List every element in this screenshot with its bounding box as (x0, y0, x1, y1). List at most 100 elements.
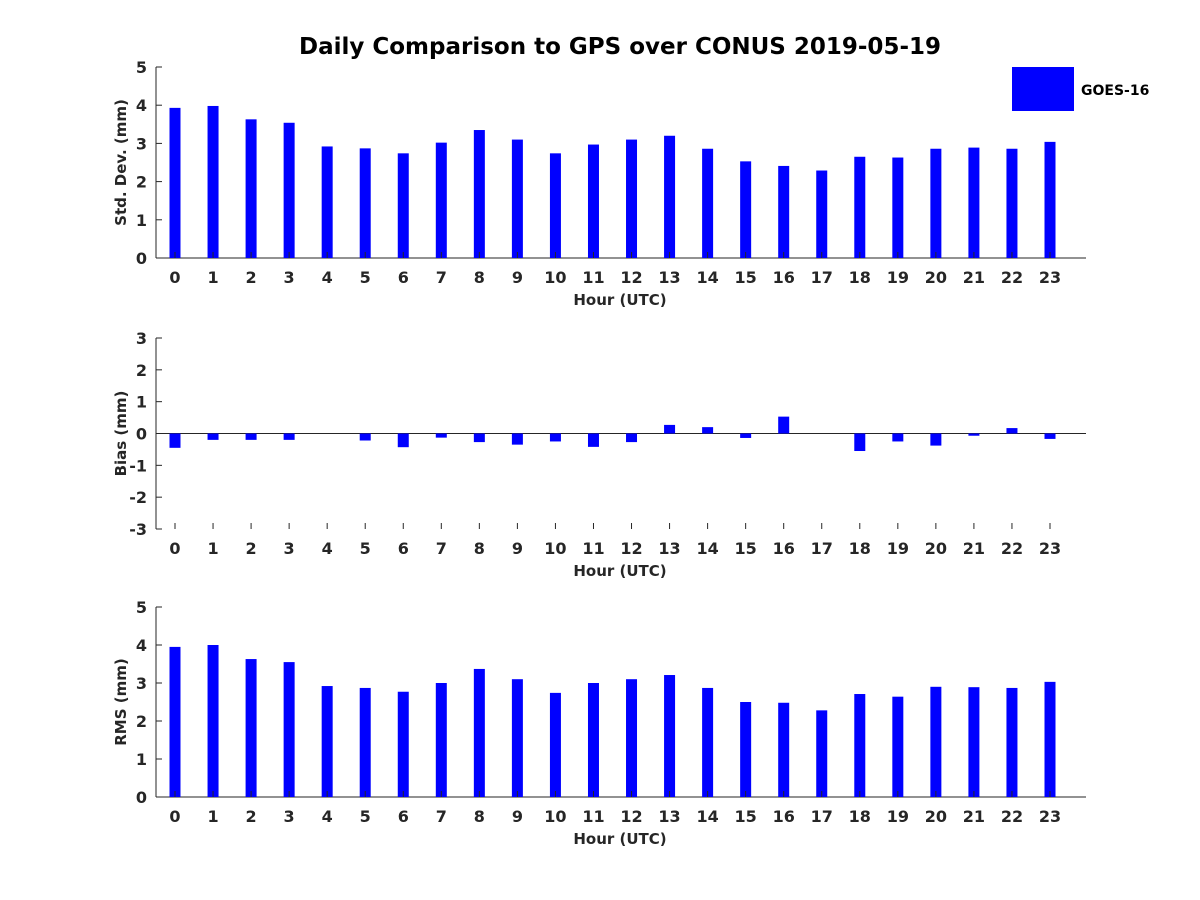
bar-hour-11 (587, 144, 599, 258)
bar-hour-21 (968, 433, 980, 436)
x-axis-label: Hour (UTC) (573, 830, 666, 848)
bar-hour-23 (1044, 433, 1056, 439)
y-axis-label: Std. Dev. (mm) (112, 99, 130, 226)
x-tick-label: 15 (735, 268, 757, 287)
bar-hour-2 (245, 659, 257, 797)
x-tick-label: 16 (773, 268, 795, 287)
x-tick-label: 17 (811, 268, 833, 287)
x-tick-label: 21 (963, 807, 985, 826)
bar-hour-1 (207, 645, 219, 797)
x-axis-label: Hour (UTC) (573, 291, 666, 309)
bar-hour-5 (359, 687, 371, 797)
bar-hour-17 (816, 710, 828, 797)
x-tick-label: 23 (1039, 807, 1061, 826)
bar-hour-0 (169, 433, 181, 448)
bar-hour-3 (283, 433, 295, 440)
x-tick-label: 23 (1039, 539, 1061, 558)
y-tick-label: 5 (136, 598, 147, 617)
bar-hour-15 (740, 161, 752, 258)
y-tick-label: 0 (136, 425, 147, 444)
legend: GOES-16 (1012, 67, 1149, 111)
x-tick-label: 20 (925, 807, 947, 826)
bar-hour-0 (169, 646, 181, 797)
x-tick-label: 0 (169, 268, 180, 287)
y-tick-label: 3 (136, 674, 147, 693)
bar-hour-5 (359, 433, 371, 441)
bar-hour-23 (1044, 681, 1056, 797)
x-tick-label: 8 (474, 268, 485, 287)
bar-hour-13 (664, 675, 676, 797)
x-axis-label: Hour (UTC) (573, 562, 666, 580)
chart-title: Daily Comparison to GPS over CONUS 2019-… (299, 34, 941, 60)
x-tick-label: 21 (963, 539, 985, 558)
x-tick-label: 13 (658, 268, 680, 287)
y-tick-label: 4 (136, 96, 147, 115)
bar-hour-14 (702, 687, 714, 797)
x-tick-label: 5 (360, 807, 371, 826)
x-tick-label: 11 (582, 539, 604, 558)
x-tick-label: 19 (887, 807, 909, 826)
bar-hour-12 (626, 139, 638, 258)
x-tick-label: 18 (849, 268, 871, 287)
x-tick-label: 1 (207, 807, 218, 826)
x-tick-label: 9 (512, 539, 523, 558)
x-tick-label: 10 (544, 539, 566, 558)
x-tick-label: 5 (360, 539, 371, 558)
y-tick-label: -2 (129, 488, 147, 507)
bar-hour-6 (397, 433, 409, 448)
bar-hour-1 (207, 105, 219, 259)
bar-hour-18 (854, 694, 866, 797)
legend-swatch (1012, 67, 1074, 111)
x-tick-label: 15 (735, 539, 757, 558)
x-tick-label: 12 (620, 268, 642, 287)
x-tick-label: 19 (887, 539, 909, 558)
x-tick-label: 15 (735, 807, 757, 826)
x-tick-label: 19 (887, 268, 909, 287)
x-tick-label: 4 (322, 807, 333, 826)
x-tick-label: 12 (620, 807, 642, 826)
x-tick-label: 2 (246, 807, 257, 826)
x-tick-label: 20 (925, 539, 947, 558)
y-axis-label: Bias (mm) (112, 391, 130, 477)
bar-hour-20 (930, 148, 942, 258)
bar-hour-5 (359, 148, 371, 258)
bar-hour-14 (702, 427, 714, 434)
bar-hour-22 (1006, 148, 1018, 258)
x-tick-label: 2 (246, 539, 257, 558)
x-tick-label: 18 (849, 807, 871, 826)
y-tick-label: 2 (136, 173, 147, 192)
bar-hour-11 (587, 433, 599, 447)
bar-hour-19 (892, 433, 904, 442)
x-tick-label: 2 (246, 268, 257, 287)
y-tick-label: -1 (129, 456, 147, 475)
x-tick-label: 16 (773, 539, 795, 558)
y-tick-label: 0 (136, 249, 147, 268)
y-tick-label: -3 (129, 520, 147, 539)
x-tick-label: 4 (322, 268, 333, 287)
bar-hour-9 (511, 139, 523, 258)
bar-hour-21 (968, 687, 980, 797)
x-tick-label: 22 (1001, 539, 1023, 558)
x-tick-label: 11 (582, 268, 604, 287)
bar-hour-18 (854, 433, 866, 452)
bar-hour-13 (664, 135, 676, 258)
x-tick-label: 10 (544, 807, 566, 826)
bar-hour-4 (321, 146, 333, 258)
bar-hour-7 (435, 683, 447, 797)
x-tick-label: 10 (544, 268, 566, 287)
y-tick-label: 2 (136, 712, 147, 731)
x-tick-label: 4 (322, 539, 333, 558)
x-tick-label: 13 (658, 539, 680, 558)
bar-hour-9 (511, 433, 523, 445)
bar-hour-10 (549, 433, 561, 442)
bar-hour-18 (854, 156, 866, 258)
bar-hour-13 (664, 424, 676, 434)
bar-hour-4 (321, 686, 333, 797)
x-tick-label: 1 (207, 268, 218, 287)
bar-hour-10 (549, 153, 561, 258)
bar-hour-17 (816, 170, 828, 258)
